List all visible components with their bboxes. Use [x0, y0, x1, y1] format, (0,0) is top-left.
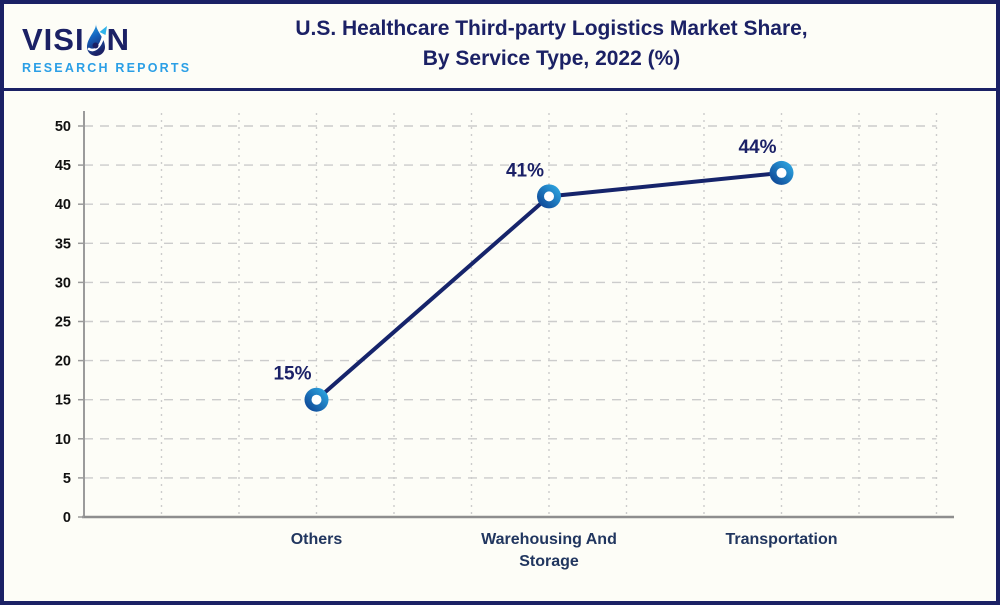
- header: VISI N RESEARCH REPORTS: [4, 4, 996, 91]
- brand-prefix: VISI: [22, 21, 85, 57]
- data-point-marker-center: [776, 167, 787, 178]
- chart-title: U.S. Healthcare Third-party Logistics Ma…: [197, 14, 906, 78]
- y-tick-label: 35: [55, 236, 71, 252]
- x-category-label: Others: [291, 531, 343, 548]
- data-points: 15% 41% 44%: [273, 137, 794, 412]
- y-tick-label: 50: [55, 119, 71, 135]
- data-point-label: 41%: [506, 160, 544, 181]
- chart-title-line1: U.S. Healthcare Third-party Logistics Ma…: [295, 17, 808, 40]
- y-tick-labels: 0 5 10 15 20 25 30 35 40 45 50: [55, 119, 84, 526]
- y-tick-label: 10: [55, 432, 71, 448]
- y-tick-label: 20: [55, 354, 71, 370]
- y-tick-label: 45: [55, 158, 71, 174]
- data-point-marker-center: [311, 394, 322, 405]
- vision-research-reports-logo: VISI N RESEARCH REPORTS: [22, 18, 197, 75]
- chart-title-line2: By Service Type, 2022 (%): [422, 47, 681, 70]
- y-tick-label: 5: [63, 471, 71, 487]
- data-point-marker-center: [544, 191, 554, 202]
- water-drop-icon: [86, 23, 107, 56]
- brand-suffix: N: [106, 21, 130, 57]
- vertical-gridlines: [160, 113, 938, 517]
- y-tick-label: 15: [55, 393, 71, 409]
- y-tick-label: 30: [55, 275, 71, 291]
- y-tick-label: 25: [55, 315, 71, 331]
- data-point-label: 15%: [273, 364, 311, 385]
- x-category-labels: Others Warehousing And Storage Transportati…: [291, 531, 838, 570]
- horizontal-gridlines: [84, 125, 937, 479]
- x-category-label: Warehousing And Storage: [481, 531, 617, 570]
- brand-tagline: RESEARCH REPORTS: [22, 60, 192, 75]
- brand-word: VISI N: [22, 22, 197, 58]
- y-tick-label: 40: [55, 197, 71, 213]
- data-point-label: 44%: [738, 137, 776, 158]
- chart-area: 0 5 10 15 20 25 30 35 40 45 50 15% 41% 44% Others Wareh…: [4, 91, 996, 601]
- y-tick-label: 0: [63, 510, 71, 526]
- x-category-label: Transportation: [725, 531, 837, 548]
- line-chart: 0 5 10 15 20 25 30 35 40 45 50 15% 41% 44% Others Wareh…: [55, 111, 954, 570]
